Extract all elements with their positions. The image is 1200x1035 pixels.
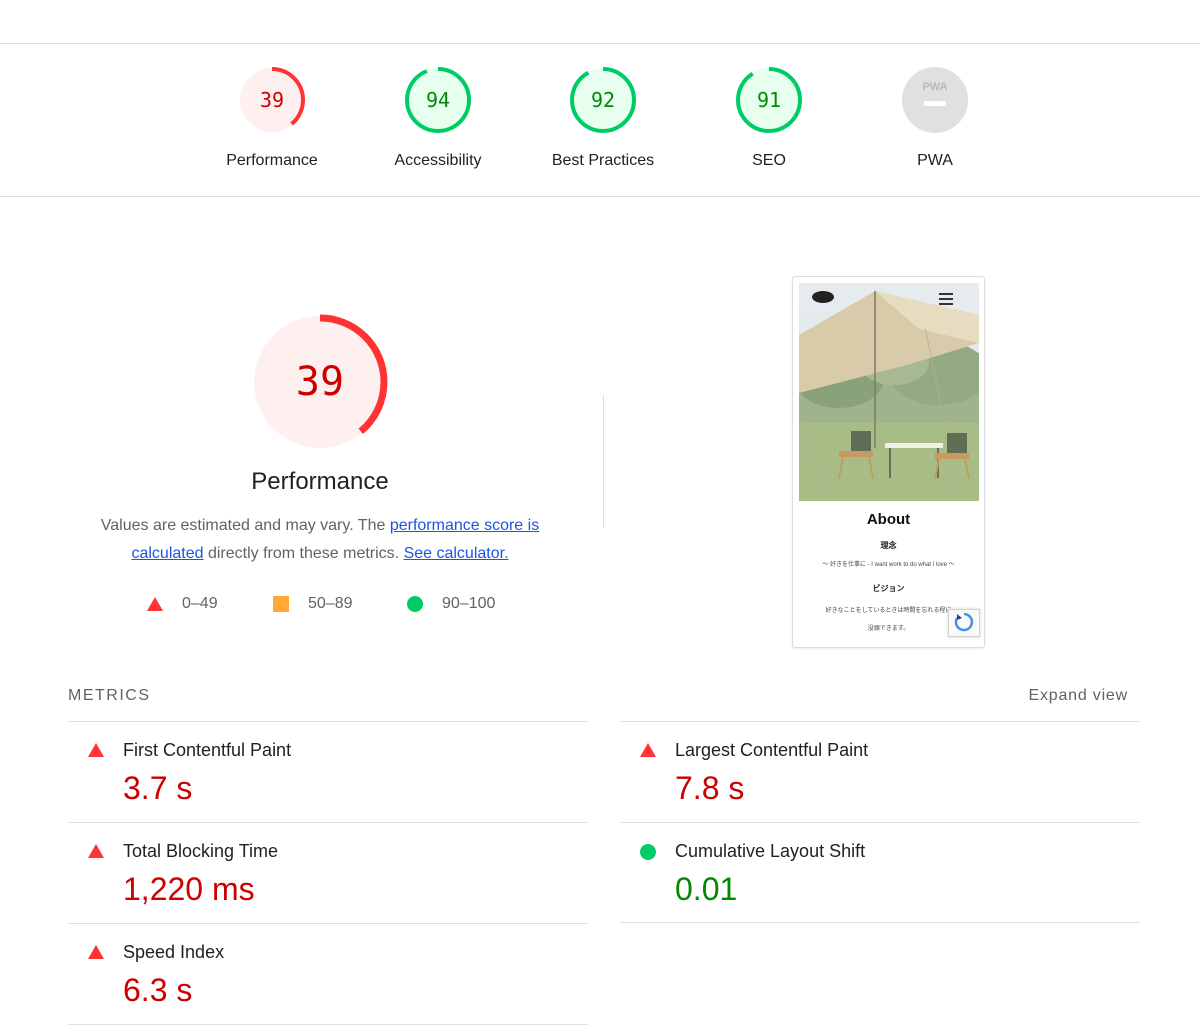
legend-fail-label: 0–49 xyxy=(182,595,218,612)
metric-value: 1,220 ms xyxy=(123,871,255,907)
performance-big-gauge: 39 xyxy=(252,314,388,450)
metric-name: Total Blocking Time xyxy=(123,841,279,861)
circle-icon xyxy=(407,596,423,612)
accessibility-score: 94 xyxy=(426,88,450,112)
top-divider xyxy=(0,43,1200,44)
screenshot-about-heading: About xyxy=(866,511,911,528)
legend-pass: 90–100 xyxy=(406,594,495,614)
metric-value: 3.7 s xyxy=(123,770,193,806)
see-calculator-link[interactable]: See calculator. xyxy=(403,545,509,562)
score-legend: 0–49 50–89 90–100 xyxy=(146,594,526,614)
metric-cumulative-layout-shift: Cumulative Layout Shift 0.01 xyxy=(620,822,1140,923)
gauge-label-best-practices: Best Practices xyxy=(551,152,655,169)
metric-speed-index: Speed Index 6.3 s xyxy=(68,923,588,1024)
gauge-seo[interactable]: 91 SEO xyxy=(699,66,839,170)
metric-value: 7.8 s xyxy=(675,770,745,806)
metric-value: 0.01 xyxy=(675,871,738,907)
expand-view-toggle[interactable]: Expand view xyxy=(1028,687,1128,704)
screenshot-line3: 没頭できます。 xyxy=(867,626,910,632)
gauge-best-practices[interactable]: 92 Best Practices xyxy=(533,66,673,170)
triangle-icon xyxy=(147,597,163,611)
performance-score: 39 xyxy=(260,88,284,112)
seo-score: 91 xyxy=(757,88,781,112)
gauge-pwa[interactable]: PWA PWA xyxy=(865,66,1005,170)
fail-triangle-icon xyxy=(88,945,104,959)
metric-name: Speed Index xyxy=(123,942,225,962)
best-practices-gauge-ring: 92 xyxy=(570,67,636,133)
metric-value: 6.3 s xyxy=(123,972,193,1008)
metrics-left-bottom-rule xyxy=(68,1024,588,1025)
gauge-label-accessibility: Accessibility xyxy=(394,152,482,169)
pwa-badge-icon: PWA xyxy=(902,67,968,133)
scores-divider xyxy=(0,196,1200,197)
metric-largest-contentful-paint: Largest Contentful Paint 7.8 s xyxy=(620,721,1140,822)
desc-prefix: Values are estimated and may vary. The xyxy=(100,517,390,534)
metric-name: Cumulative Layout Shift xyxy=(675,841,866,861)
accessibility-gauge-ring: 94 xyxy=(405,67,471,133)
screenshot-heading-rinen: 理念 xyxy=(880,541,897,550)
metric-first-contentful-paint: First Contentful Paint 3.7 s xyxy=(68,721,588,822)
pass-circle-icon xyxy=(640,844,656,860)
fail-triangle-icon xyxy=(640,743,656,757)
metric-name: Largest Contentful Paint xyxy=(675,740,869,760)
legend-average-label: 50–89 xyxy=(308,595,353,612)
screenshot-hero-photo xyxy=(799,283,979,501)
seo-gauge-ring: 91 xyxy=(736,67,802,133)
screenshot-line2: 好きなことをしているときは時間を忘れる程に xyxy=(825,608,952,614)
performance-gauge-ring: 39 xyxy=(239,67,305,133)
desc-middle: directly from these metrics. xyxy=(203,545,404,562)
square-icon xyxy=(273,596,289,612)
camp-tent-image xyxy=(799,283,979,501)
performance-title: Performance xyxy=(251,468,389,495)
screenshot-heading-vision: ビジョン xyxy=(872,584,905,593)
metrics-right-bottom-rule xyxy=(620,922,1140,923)
fail-triangle-icon xyxy=(88,844,104,858)
gauge-label-pwa: PWA xyxy=(917,152,953,169)
legend-fail: 0–49 xyxy=(146,594,218,614)
gauge-label-performance: Performance xyxy=(226,152,318,169)
performance-score-link[interactable]: performance score is calculated xyxy=(131,517,540,562)
recaptcha-badge xyxy=(948,609,980,637)
metric-total-blocking-time: Total Blocking Time 1,220 ms xyxy=(68,822,588,923)
metric-name: First Contentful Paint xyxy=(123,740,292,760)
gauge-label-seo: SEO xyxy=(752,152,786,169)
performance-description: Values are estimated and may vary. The p… xyxy=(80,512,560,568)
metrics-header: METRICS xyxy=(68,687,151,704)
screenshot-line1: ～ 好きを仕事に - I want work to do what I love… xyxy=(822,562,955,568)
fail-triangle-icon xyxy=(88,743,104,757)
final-screenshot[interactable]: About 理念 ～ 好きを仕事に - I want work to do wh… xyxy=(792,276,985,648)
pwa-badge-text: PWA xyxy=(922,81,947,93)
best-practices-score: 92 xyxy=(591,88,615,112)
vertical-divider xyxy=(603,395,604,528)
recaptcha-icon xyxy=(954,612,974,632)
legend-average: 50–89 xyxy=(272,594,353,614)
performance-big-score: 39 xyxy=(296,359,344,405)
gauge-performance[interactable]: 39 Performance xyxy=(202,66,342,170)
legend-pass-label: 90–100 xyxy=(442,595,496,612)
gauge-accessibility[interactable]: 94 Accessibility xyxy=(368,66,508,170)
